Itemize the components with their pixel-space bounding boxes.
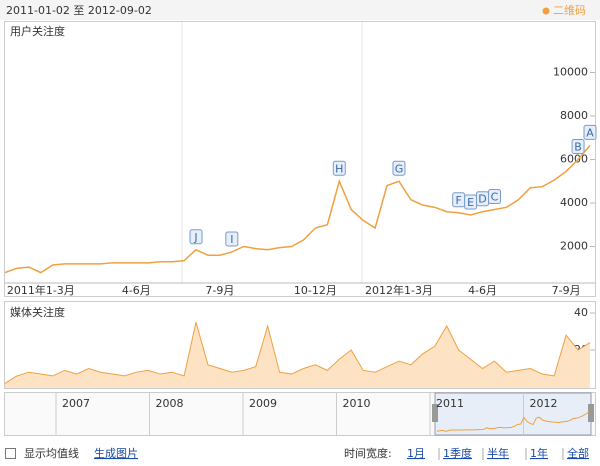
x-tick-label: 7-9月 bbox=[552, 284, 581, 297]
x-tick-label: 2012年1-3月 bbox=[365, 283, 433, 297]
nav-handle[interactable] bbox=[588, 404, 594, 422]
time-range-link[interactable]: 1年 bbox=[530, 446, 548, 460]
qr-code-link[interactable]: 二维码 bbox=[553, 4, 586, 17]
event-marker-label[interactable]: A bbox=[586, 126, 594, 139]
event-marker[interactable] bbox=[225, 231, 239, 247]
event-marker[interactable] bbox=[392, 160, 406, 176]
panel-title: 用户关注度 bbox=[10, 24, 65, 38]
average-label[interactable]: 显示均值线 bbox=[24, 446, 79, 460]
nav-year-label: 2008 bbox=[156, 397, 184, 410]
nav-year-label: 2010 bbox=[343, 397, 371, 410]
event-marker-label[interactable]: B bbox=[574, 141, 582, 154]
y-tick-label: 2000 bbox=[560, 240, 588, 253]
main-frame bbox=[4, 21, 596, 297]
event-marker-label[interactable]: G bbox=[395, 162, 404, 175]
nav-year-label: 2011 bbox=[436, 397, 464, 410]
event-marker-label[interactable]: E bbox=[467, 196, 474, 209]
x-tick-label: 7-9月 bbox=[205, 284, 234, 297]
media-line bbox=[4, 322, 591, 384]
panel-title: 媒体关注度 bbox=[10, 305, 65, 319]
event-marker-label[interactable]: I bbox=[230, 233, 233, 246]
average-checkbox[interactable] bbox=[5, 448, 16, 459]
time-range-link[interactable]: 1季度 bbox=[443, 446, 472, 460]
date-range: 2011-01-02 至 2012-09-02 bbox=[6, 4, 152, 17]
nav-line bbox=[436, 411, 590, 432]
event-marker-label[interactable]: C bbox=[491, 191, 499, 204]
make-image-link[interactable]: 生成图片 bbox=[94, 446, 138, 460]
time-range-link[interactable]: 1月 bbox=[407, 447, 425, 460]
event-marker[interactable] bbox=[571, 139, 585, 154]
y-tick-label: 40 bbox=[574, 306, 588, 319]
user-line bbox=[4, 144, 591, 274]
nav-year-label: 2007 bbox=[62, 397, 90, 410]
event-marker-label[interactable]: D bbox=[478, 193, 486, 206]
event-marker-label[interactable]: J bbox=[193, 231, 197, 244]
event-marker-label[interactable]: F bbox=[456, 194, 462, 207]
y-tick-label: 8000 bbox=[560, 109, 588, 122]
event-marker[interactable] bbox=[487, 189, 501, 205]
event-marker[interactable] bbox=[189, 229, 203, 245]
header-bar bbox=[0, 0, 600, 20]
event-marker[interactable] bbox=[583, 124, 597, 140]
event-marker[interactable] bbox=[332, 160, 346, 176]
time-width-label: 时间宽度: bbox=[344, 446, 392, 460]
x-tick-label: 2011年1-3月 bbox=[7, 283, 75, 297]
time-range-link[interactable]: 全部 bbox=[567, 446, 589, 460]
event-marker-label[interactable]: H bbox=[335, 162, 343, 175]
x-tick-label: 4-6月 bbox=[122, 284, 151, 297]
time-range-link[interactable]: 半年 bbox=[487, 446, 509, 460]
media-frame bbox=[4, 301, 596, 389]
y-tick-label: 4000 bbox=[560, 196, 588, 209]
y-tick-label: 10000 bbox=[553, 66, 588, 79]
nav-year-label: 2012 bbox=[530, 397, 558, 410]
x-tick-label: 10-12月 bbox=[294, 284, 337, 297]
x-tick-label: 4-6月 bbox=[468, 284, 497, 297]
nav-year-label: 2009 bbox=[249, 397, 277, 410]
qr-dot bbox=[542, 7, 550, 15]
nav-handle[interactable] bbox=[432, 404, 438, 422]
media-area bbox=[5, 322, 590, 388]
